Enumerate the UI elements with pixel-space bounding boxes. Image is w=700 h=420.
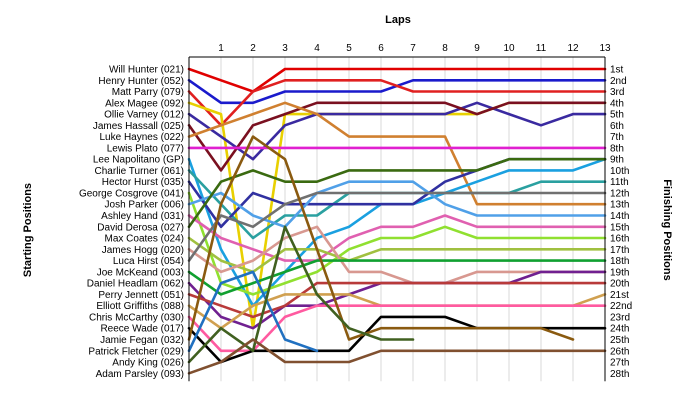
starting-position-label: George Cosgrove (041) bbox=[79, 188, 184, 199]
x-tick-label: 1 bbox=[218, 43, 224, 54]
series-line-16 bbox=[187, 236, 607, 274]
finishing-position-label: 11th bbox=[610, 177, 629, 188]
x-tick-label: 3 bbox=[282, 43, 288, 54]
y-axis-label-left: Starting Positions bbox=[22, 183, 34, 277]
finishing-position-label: 23rd bbox=[610, 312, 630, 323]
series-line-13 bbox=[187, 180, 607, 229]
finishing-position-label: 12th bbox=[610, 188, 629, 199]
finishing-position-label: 1st bbox=[610, 65, 624, 76]
series-line-5 bbox=[187, 101, 607, 161]
y-tick-labels-right: 1st2nd3rd4th5th6th7th8th9th10th11th12th1… bbox=[610, 65, 632, 380]
x-tick-label: 9 bbox=[474, 43, 480, 54]
y-axis-label-right: Finishing Positions bbox=[661, 179, 673, 280]
series-line-15 bbox=[187, 157, 607, 229]
starting-position-label: Hector Hurst (035) bbox=[102, 177, 184, 188]
finishing-position-label: 25th bbox=[610, 335, 629, 346]
starting-position-label: Will Hunter (021) bbox=[109, 65, 184, 76]
finishing-position-label: 24th bbox=[610, 324, 629, 335]
x-tick-label: 8 bbox=[442, 43, 448, 54]
starting-position-label: Ollie Varney (012) bbox=[104, 110, 184, 121]
starting-position-label: Lewis Plato (077) bbox=[107, 143, 184, 154]
series-line-3 bbox=[187, 79, 607, 127]
x-tick-label: 10 bbox=[503, 43, 515, 54]
starting-position-label: Jamie Fegan (032) bbox=[100, 335, 184, 346]
finishing-position-label: 13th bbox=[610, 200, 629, 211]
starting-position-label: Max Coates (024) bbox=[105, 234, 184, 245]
starting-position-label: Lee Napolitano (GP) bbox=[93, 155, 184, 166]
starting-position-label: Adam Parsley (093) bbox=[96, 369, 184, 380]
axes bbox=[188, 56, 606, 382]
finishing-position-label: 28th bbox=[610, 369, 629, 380]
series-line-21 bbox=[187, 281, 607, 319]
series-line-26 bbox=[187, 270, 319, 353]
series-line-1 bbox=[187, 67, 607, 93]
finishing-position-label: 5th bbox=[610, 110, 624, 121]
x-tick-label: 6 bbox=[378, 43, 384, 54]
finishing-position-label: 6th bbox=[610, 121, 624, 132]
series-line-7 bbox=[187, 101, 607, 206]
starting-position-label: Elliott Griffiths (088) bbox=[96, 301, 184, 312]
starting-position-label: Daniel Headlam (062) bbox=[87, 279, 184, 290]
finishing-position-label: 3rd bbox=[610, 87, 624, 98]
chart-title: Laps bbox=[385, 14, 411, 26]
starting-position-label: James Hogg (020) bbox=[102, 245, 184, 256]
finishing-position-label: 21st bbox=[610, 290, 629, 301]
starting-position-label: Luca Hirst (054) bbox=[113, 256, 184, 267]
finishing-position-label: 19th bbox=[610, 267, 629, 278]
series-line-27 bbox=[187, 225, 415, 364]
series-line-17 bbox=[187, 225, 607, 285]
finishing-position-label: 10th bbox=[610, 166, 629, 177]
starting-position-label: Matt Parry (079) bbox=[112, 87, 184, 98]
starting-position-label: James Hassall (025) bbox=[93, 121, 184, 132]
series-line-12 bbox=[187, 191, 607, 296]
x-tick-label: 13 bbox=[599, 43, 611, 54]
starting-position-label: Reece Wade (017) bbox=[100, 324, 184, 335]
starting-position-label: Patrick Fletcher (029) bbox=[88, 346, 184, 357]
finishing-position-label: 15th bbox=[610, 222, 629, 233]
series-line-18 bbox=[187, 191, 607, 262]
x-tick-label: 2 bbox=[250, 43, 256, 54]
starting-position-label: Henry Hunter (052) bbox=[98, 76, 184, 87]
finishing-position-label: 16th bbox=[610, 234, 629, 245]
finishing-position-label: 7th bbox=[610, 132, 624, 143]
series-line-28 bbox=[187, 338, 607, 375]
series-line-25 bbox=[187, 135, 575, 341]
series-line-23 bbox=[187, 304, 607, 353]
finishing-position-label: 20th bbox=[610, 279, 629, 290]
starting-position-label: Perry Jennett (051) bbox=[98, 290, 184, 301]
finishing-position-label: 4th bbox=[610, 98, 624, 109]
starting-position-label: Joe McKeand (003) bbox=[97, 267, 184, 278]
series-line-6 bbox=[187, 101, 607, 172]
x-tick-label: 5 bbox=[346, 43, 352, 54]
series-lines bbox=[187, 67, 607, 375]
starting-position-label: Charlie Turner (061) bbox=[95, 166, 184, 177]
finishing-position-label: 17th bbox=[610, 245, 629, 256]
starting-position-label: Ashley Hand (031) bbox=[101, 211, 184, 222]
finishing-position-label: 26th bbox=[610, 346, 629, 357]
finishing-position-label: 2nd bbox=[610, 76, 627, 87]
x-tick-label: 12 bbox=[567, 43, 579, 54]
y-tick-labels-left: Will Hunter (021)Henry Hunter (052)Matt … bbox=[79, 65, 184, 380]
starting-position-label: Alex Magee (092) bbox=[105, 98, 184, 109]
series-line-14 bbox=[187, 214, 607, 262]
starting-position-label: Luke Haynes (022) bbox=[100, 132, 185, 143]
x-tick-label: 7 bbox=[410, 43, 416, 54]
x-tick-labels: 1 2 3 4 5 6 7 8 9 10 11 12 13 bbox=[218, 43, 611, 54]
starting-position-label: Chris McCarthy (030) bbox=[89, 312, 184, 323]
finishing-position-label: 22nd bbox=[610, 301, 632, 312]
finishing-position-label: 27th bbox=[610, 358, 629, 369]
starting-position-label: David Derosa (027) bbox=[97, 222, 184, 233]
finishing-position-label: 18th bbox=[610, 256, 629, 267]
x-tick-label: 11 bbox=[536, 43, 547, 54]
starting-position-label: Andy King (026) bbox=[112, 358, 184, 369]
x-tick-label: 4 bbox=[314, 43, 320, 54]
finishing-position-label: 14th bbox=[610, 211, 629, 222]
finishing-position-label: 9th bbox=[610, 155, 624, 166]
starting-position-label: Josh Parker (006) bbox=[105, 200, 184, 211]
finishing-position-label: 8th bbox=[610, 143, 624, 154]
